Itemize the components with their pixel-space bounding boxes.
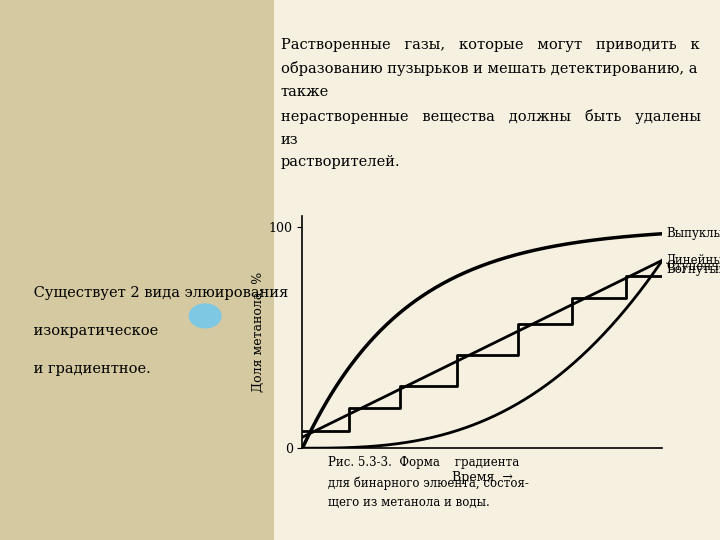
Text: Существует 2 вида элюирования: Существует 2 вида элюирования	[29, 286, 288, 300]
Text: щего из метанола и воды.: щего из метанола и воды.	[328, 496, 490, 509]
Text: и градиентное.: и градиентное.	[29, 362, 150, 376]
Text: изократическое: изократическое	[29, 324, 158, 338]
Text: Рис. 5.3-3.  Форма    градиента: Рис. 5.3-3. Форма градиента	[328, 456, 519, 469]
Text: Ступенчатый: Ступенчатый	[666, 260, 720, 273]
Text: Вогнутый: Вогнутый	[666, 262, 720, 275]
Text: Линейный: Линейный	[666, 254, 720, 267]
Text: Время  →: Время →	[452, 471, 513, 484]
Y-axis label: Доля метанола, %: Доля метанола, %	[251, 272, 264, 392]
Text: Растворенные   газы,   которые   могут   приводить   к
образованию пузырьков и м: Растворенные газы, которые могут приводи…	[281, 38, 710, 170]
Text: для бинарного элюента, состоя-: для бинарного элюента, состоя-	[328, 476, 528, 490]
Text: Выпуклый: Выпуклый	[666, 227, 720, 240]
